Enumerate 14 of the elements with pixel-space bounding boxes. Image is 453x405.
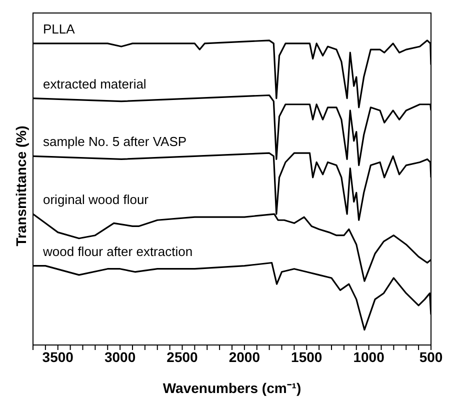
- x-tick-label: 1500: [291, 348, 322, 365]
- x-tick-label: 2000: [228, 348, 260, 365]
- series-label: wood flour after extraction: [42, 244, 193, 259]
- series-label: PLLA: [43, 21, 76, 36]
- x-axis-title: Wavenumbers (cm⁻¹): [162, 380, 302, 396]
- x-tick-label: 2500: [166, 348, 198, 365]
- series-label: extracted material: [43, 76, 146, 92]
- x-tick-label: 1000: [353, 348, 385, 365]
- x-tick-label: 3000: [104, 348, 136, 365]
- x-tick-label: 3500: [42, 348, 74, 365]
- y-axis-title: Transmittance (%): [13, 124, 29, 248]
- x-tick-label: 500: [419, 348, 443, 365]
- series-label: sample No. 5 after VASP: [43, 134, 187, 150]
- series-label: original wood flour: [43, 192, 150, 208]
